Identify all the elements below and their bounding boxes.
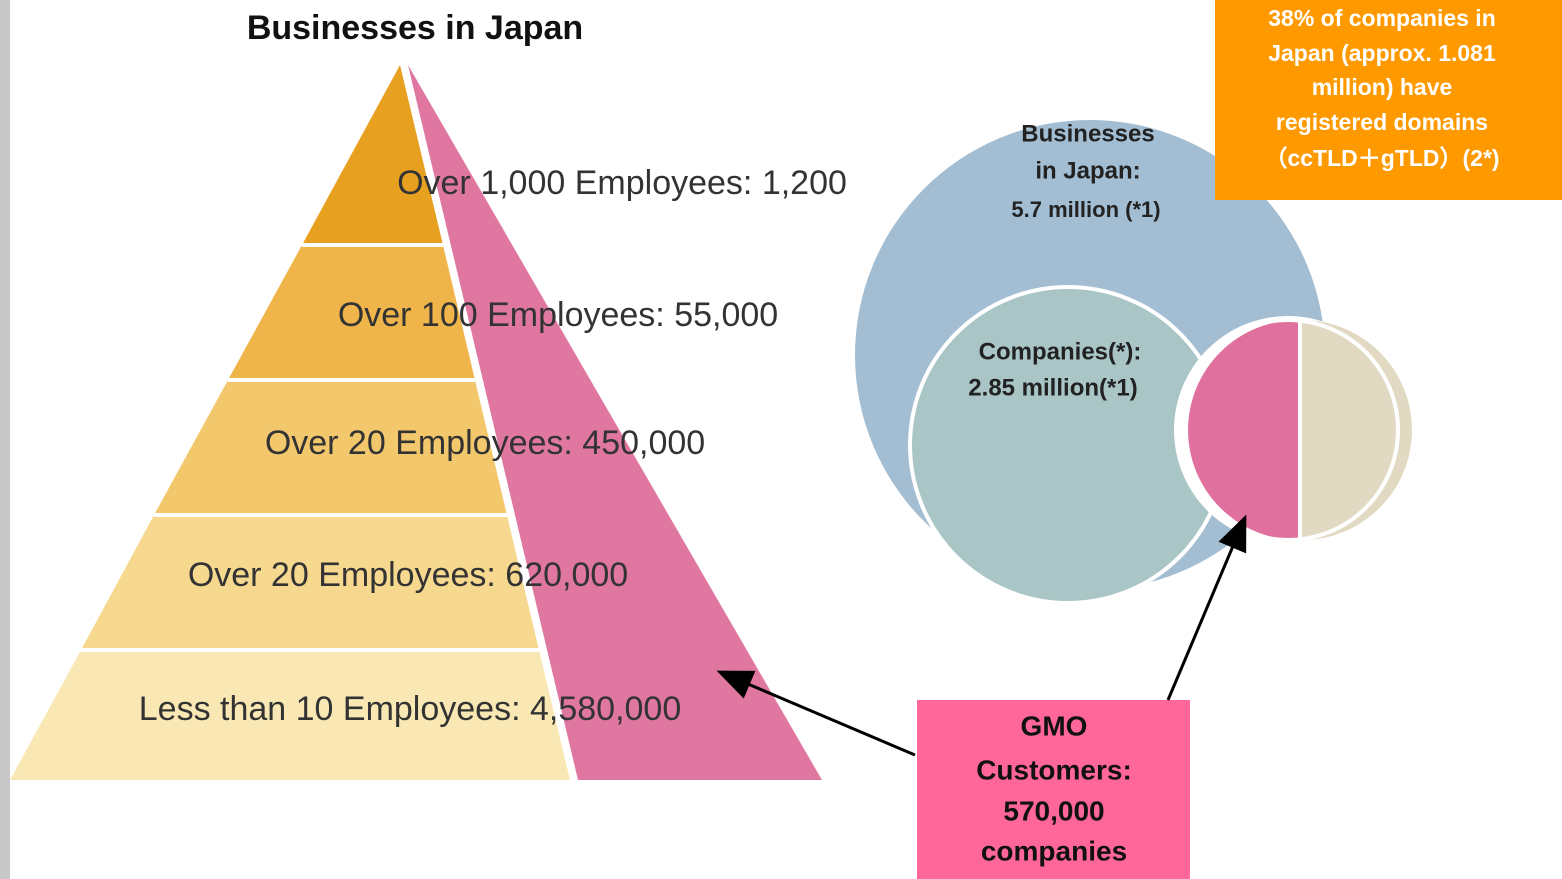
side-strip	[0, 0, 10, 879]
pyramid-layer	[228, 245, 475, 380]
domain-other-half	[1302, 320, 1412, 540]
businesses-label: in Japan:	[1035, 157, 1140, 184]
level-label: Over 1,000 Employees: 1,200	[397, 164, 847, 202]
domain-gmo-half	[1188, 320, 1298, 540]
divider	[401, 64, 577, 781]
pyramid-layer	[302, 65, 443, 245]
level-label: Less than 10 Employees: 4,580,000	[139, 690, 682, 728]
note-line: registered domains	[1276, 109, 1488, 135]
companies-label: Companies(*):	[979, 338, 1142, 365]
callout-line: 570,000	[1003, 795, 1104, 826]
businesses-label: 5.7 million (*1)	[1011, 197, 1160, 222]
level-label: Over 100 Employees: 55,000	[338, 296, 778, 334]
note-box	[1215, 0, 1562, 200]
arrow	[1166, 514, 1247, 701]
callout-line: GMO	[1021, 710, 1088, 741]
pyramid	[10, 64, 822, 781]
note-line: Japan (approx. 1.081	[1268, 40, 1496, 66]
title: Businesses in Japan	[247, 9, 583, 47]
pyramid-layer	[10, 650, 570, 780]
note-line: （ccTLD＋gTLD）(2*)	[1264, 145, 1499, 171]
gmo-share	[408, 65, 822, 780]
note-line: million) have	[1312, 74, 1453, 100]
level-label: Over 20 Employees: 620,000	[188, 556, 628, 594]
pyramid-layer	[81, 515, 539, 650]
callout-box	[917, 700, 1190, 879]
callout-line: companies	[981, 835, 1127, 866]
level-label: Over 20 Employees: 450,000	[265, 424, 705, 462]
callout-line: Customers:	[976, 754, 1132, 785]
pyramid-layer	[154, 380, 507, 515]
businesses-label: Businesses	[1021, 120, 1154, 147]
note-line: 38% of companies in	[1268, 5, 1496, 31]
arrow	[716, 670, 916, 757]
domain-circle	[1176, 318, 1400, 542]
companies-label: 2.85 million(*1)	[968, 374, 1137, 401]
